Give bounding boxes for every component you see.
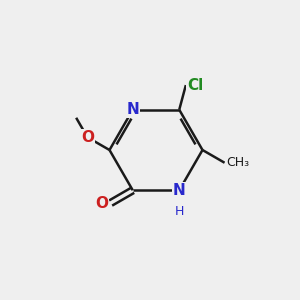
Text: O: O: [81, 130, 94, 145]
Text: Cl: Cl: [187, 78, 204, 93]
Text: H: H: [175, 206, 184, 218]
Text: N: N: [173, 183, 186, 198]
Text: CH₃: CH₃: [226, 156, 249, 169]
Text: N: N: [126, 102, 139, 117]
Text: O: O: [95, 196, 108, 211]
